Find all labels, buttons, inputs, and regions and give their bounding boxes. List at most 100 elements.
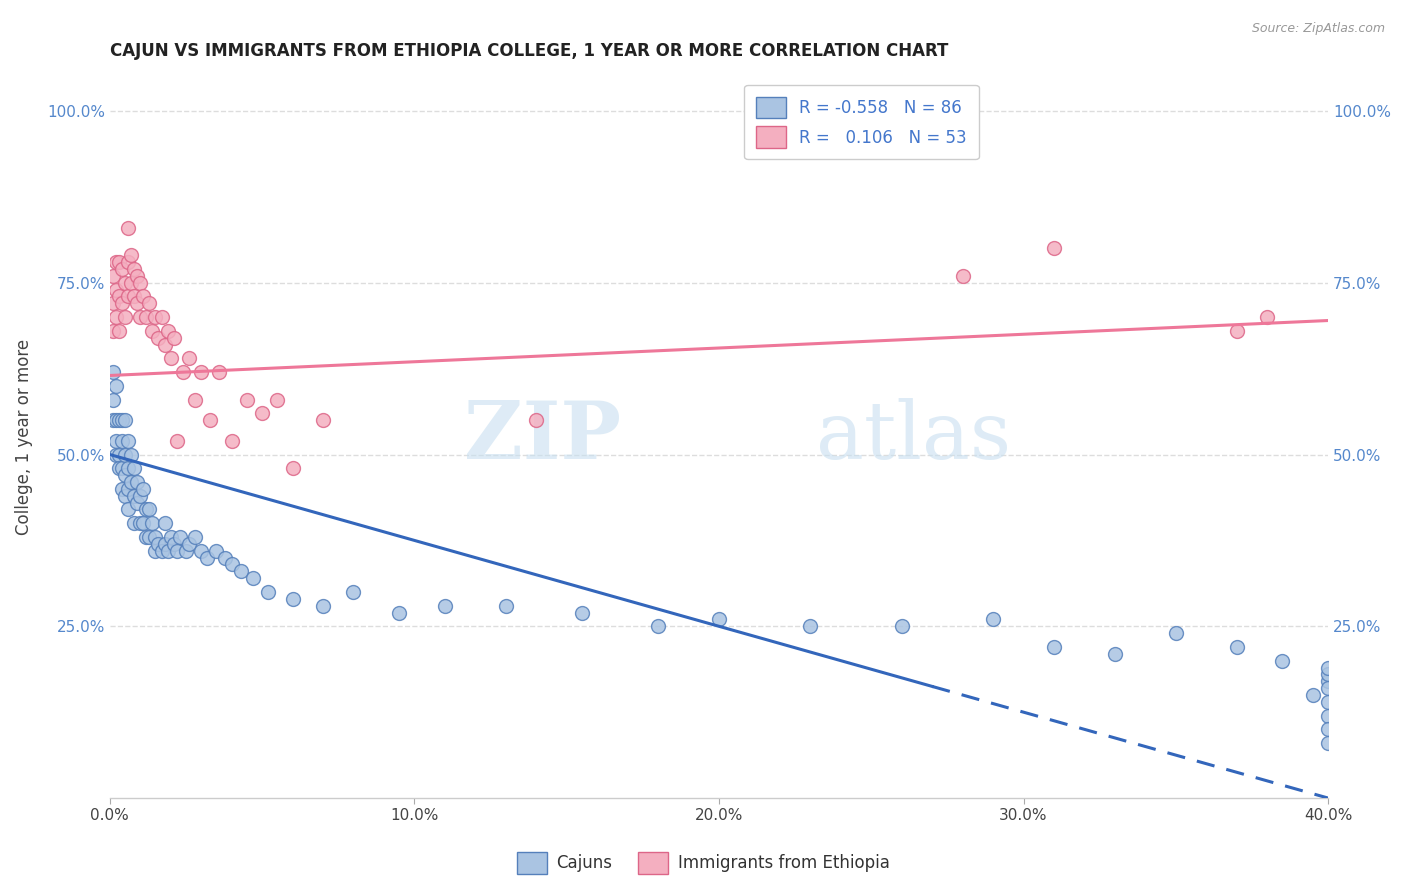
Point (101, 392, 124, 407)
Point (1317, 681, 1340, 695)
Point (707, 612, 730, 626)
Point (111, 461, 134, 475)
Point (190, 365, 212, 379)
Point (190, 543, 212, 558)
Point (1043, 640, 1066, 654)
Point (104, 448, 127, 462)
Point (108, 289, 131, 303)
Point (236, 392, 259, 407)
Point (114, 276, 136, 290)
Text: atlas: atlas (817, 399, 1011, 476)
Point (952, 268, 974, 283)
Point (122, 289, 145, 303)
Point (312, 599, 335, 613)
Point (266, 392, 288, 407)
Point (1317, 667, 1340, 681)
Point (312, 413, 335, 427)
Point (208, 365, 231, 379)
Point (127, 475, 149, 489)
Point (127, 296, 149, 310)
Point (184, 392, 207, 407)
Point (117, 434, 139, 448)
Point (177, 537, 200, 551)
Point (127, 495, 149, 509)
Point (114, 413, 136, 427)
Point (221, 558, 243, 572)
Point (205, 543, 228, 558)
Point (101, 324, 124, 338)
Point (153, 337, 176, 351)
Point (135, 502, 157, 516)
Point (114, 468, 136, 483)
Point (120, 448, 142, 462)
Point (229, 564, 252, 578)
Point (114, 489, 136, 503)
Point (1302, 688, 1324, 702)
Point (111, 434, 134, 448)
Legend: Cajuns, Immigrants from Ethiopia: Cajuns, Immigrants from Ethiopia (510, 846, 896, 880)
Point (1226, 324, 1249, 338)
Point (433, 599, 456, 613)
Point (200, 413, 222, 427)
Point (120, 248, 142, 262)
Point (1317, 723, 1340, 737)
Point (111, 262, 134, 277)
Point (108, 461, 131, 475)
Point (1317, 674, 1340, 689)
Point (129, 310, 152, 324)
Point (1317, 660, 1340, 674)
Point (141, 516, 163, 531)
Point (117, 502, 139, 516)
Point (257, 585, 280, 599)
Point (647, 619, 669, 633)
Point (104, 283, 127, 297)
Point (242, 571, 264, 585)
Point (214, 550, 236, 565)
Point (122, 489, 145, 503)
Point (184, 530, 207, 544)
Point (195, 550, 218, 565)
Point (138, 530, 160, 544)
Point (117, 255, 139, 269)
Y-axis label: College, 1 year or more: College, 1 year or more (15, 339, 32, 535)
Point (174, 543, 197, 558)
Point (129, 516, 152, 531)
Legend: R = -0.558   N = 86, R =   0.106   N = 53: R = -0.558 N = 86, R = 0.106 N = 53 (744, 85, 979, 160)
Text: ZIP: ZIP (464, 399, 621, 476)
Text: CAJUN VS IMMIGRANTS FROM ETHIOPIA COLLEGE, 1 YEAR OR MORE CORRELATION CHART: CAJUN VS IMMIGRANTS FROM ETHIOPIA COLLEG… (110, 42, 948, 60)
Point (145, 543, 167, 558)
Point (108, 448, 131, 462)
Point (172, 365, 194, 379)
Point (148, 331, 170, 345)
Point (132, 516, 155, 531)
Point (1104, 647, 1126, 661)
Point (114, 448, 136, 462)
Point (890, 619, 912, 633)
Point (129, 489, 152, 503)
Point (138, 502, 160, 516)
Point (156, 324, 179, 338)
Point (122, 516, 145, 531)
Point (101, 413, 124, 427)
Point (1271, 654, 1294, 668)
Point (111, 296, 134, 310)
Point (388, 606, 411, 620)
Point (166, 434, 188, 448)
Point (108, 413, 131, 427)
Point (250, 406, 273, 420)
Text: Source: ZipAtlas.com: Source: ZipAtlas.com (1251, 22, 1385, 36)
Point (495, 599, 517, 613)
Point (120, 276, 142, 290)
Point (571, 606, 593, 620)
Point (281, 591, 304, 606)
Point (127, 268, 149, 283)
Point (111, 413, 134, 427)
Point (111, 482, 134, 496)
Point (104, 310, 127, 324)
Point (101, 268, 124, 283)
Point (148, 537, 170, 551)
Point (163, 537, 186, 551)
Point (524, 413, 547, 427)
Point (221, 434, 243, 448)
Point (153, 537, 176, 551)
